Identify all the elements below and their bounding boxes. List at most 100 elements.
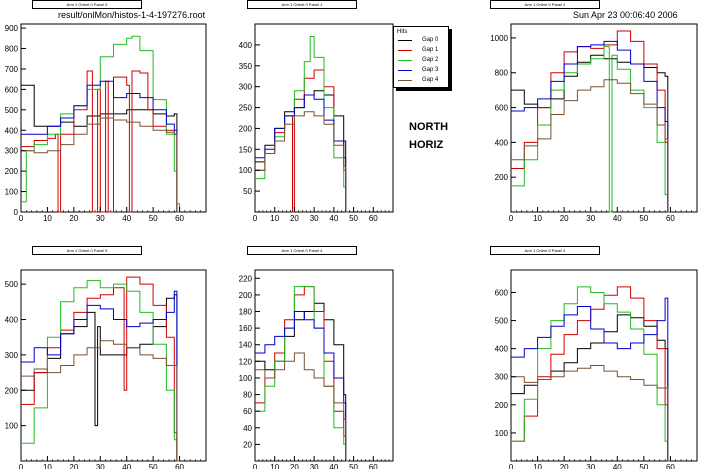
y-tick-label: 300 [495, 373, 509, 382]
legend-swatch [398, 80, 412, 81]
region-label-north: NORTH [409, 121, 449, 133]
x-tick-label: 0 [509, 463, 514, 469]
y-tick-label: 300 [239, 83, 253, 92]
y-tick-label: 600 [495, 288, 509, 297]
x-tick-label: 50 [349, 463, 358, 469]
series-line [511, 286, 671, 462]
legend-entry: Gap 0 [396, 35, 446, 45]
y-tick-label: 160 [239, 324, 253, 333]
legend-entry: Gap 3 [396, 65, 446, 75]
y-tick-label: 100 [495, 429, 509, 438]
y-tick-label: 1000 [490, 34, 508, 43]
y-tick-label: 180 [239, 308, 253, 317]
legend-label: Gap 1 [422, 47, 439, 53]
y-tick-label: 500 [495, 317, 509, 326]
panel-title-2: Arm 1 Orient 0 Panel 2 [490, 0, 600, 9]
series-line [255, 311, 348, 462]
x-tick-label: 20 [560, 214, 569, 223]
series-line [21, 280, 180, 462]
y-tick-label: 250 [239, 104, 253, 113]
x-tick-label: 10 [270, 463, 279, 469]
legend-title: Hits [397, 29, 408, 35]
y-tick-label: 80 [243, 391, 252, 400]
y-tick-label: 500 [5, 280, 19, 289]
x-tick-label: 20 [560, 463, 569, 469]
y-tick-label: 20 [243, 440, 252, 449]
x-tick-label: 50 [149, 463, 158, 469]
y-tick-label: 700 [5, 65, 19, 74]
y-tick-label: 220 [239, 274, 253, 283]
y-tick-label: 600 [495, 104, 509, 113]
x-tick-label: 60 [666, 463, 675, 469]
panel-3: 0 10 20 30 40 50 60 100 200 300 400 500 [5, 269, 207, 469]
x-tick-label: 10 [533, 463, 542, 469]
legend-swatch [398, 70, 412, 71]
series-line [21, 70, 180, 213]
series-line [511, 40, 671, 213]
panel-1: 0 10 20 30 40 50 60 50 100 150 200 250 300 350 400 [239, 23, 394, 223]
y-tick-label: 0 [14, 208, 19, 217]
y-tick-label: 900 [5, 24, 19, 33]
x-tick-label: 60 [369, 463, 378, 469]
panel-4: 0 10 20 30 40 50 60 20 40 60 80 100 120 140 160 180 200 2… [239, 269, 394, 469]
y-tick-label: 400 [5, 126, 19, 135]
x-tick-label: 30 [96, 463, 105, 469]
x-tick-label: 60 [175, 463, 184, 469]
timestamp-label: Sun Apr 23 00:06:40 2006 [573, 10, 678, 20]
panel-title-4: Arm 1 Orient 0 Panel 4 [247, 246, 357, 255]
y-tick-label: 800 [495, 69, 509, 78]
y-tick-label: 200 [495, 173, 509, 182]
y-tick-label: 100 [5, 422, 19, 431]
x-tick-label: 50 [349, 214, 358, 223]
x-tick-label: 60 [369, 214, 378, 223]
panel-0: 0 10 20 30 40 50 60010020030040050060070080090… [5, 23, 207, 223]
series-line [511, 297, 671, 462]
y-tick-label: 100 [5, 188, 19, 197]
legend-label: Gap 0 [422, 37, 439, 43]
series-line [21, 117, 180, 213]
panel-title-5: Arm 1 Orient 0 Panel 3 [490, 246, 600, 255]
legend-box: Hits Gap 0 Gap 1 Gap 2 Gap 3 Gap 4 [393, 26, 449, 88]
y-tick-label: 200 [5, 386, 19, 395]
region-label-horiz: HORIZ [409, 139, 444, 151]
x-tick-label: 20 [290, 463, 299, 469]
y-tick-label: 60 [243, 407, 252, 416]
x-tick-label: 40 [329, 463, 338, 469]
y-tick-label: 400 [5, 316, 19, 325]
y-tick-label: 800 [5, 45, 19, 54]
x-tick-label: 0 [509, 214, 514, 223]
x-tick-label: 40 [122, 463, 131, 469]
legend-label: Gap 3 [422, 67, 439, 73]
series-line [21, 80, 180, 213]
y-tick-label: 50 [243, 187, 252, 196]
file-name-label: result/onlMon/histos-1-4-197276.root [58, 10, 206, 20]
series-line [255, 111, 348, 213]
y-tick-label: 400 [495, 345, 509, 354]
x-tick-label: 40 [613, 214, 622, 223]
y-tick-label: 500 [5, 106, 19, 115]
y-tick-label: 150 [239, 145, 253, 154]
y-tick-label: 200 [239, 291, 253, 300]
panel-2: 0 10 20 30 40 50 60 200 400 600 800 1000 [490, 23, 698, 223]
x-tick-label: 30 [310, 463, 319, 469]
y-tick-label: 400 [239, 41, 253, 50]
y-tick-label: 100 [239, 374, 253, 383]
x-tick-label: 50 [639, 214, 648, 223]
y-tick-label: 100 [239, 166, 253, 175]
x-tick-label: 30 [96, 214, 105, 223]
panel-5: 0 10 20 30 40 50 60 100 200 300 400 500 600 [495, 269, 698, 469]
legend-label: Gap 4 [422, 77, 439, 83]
x-tick-label: 10 [533, 214, 542, 223]
y-tick-label: 300 [5, 351, 19, 360]
series-line [21, 35, 181, 212]
x-tick-label: 0 [253, 214, 258, 223]
x-tick-label: 0 [253, 463, 258, 469]
y-tick-label: 350 [239, 62, 253, 71]
series-line [21, 294, 180, 462]
x-tick-label: 60 [175, 214, 184, 223]
x-tick-label: 60 [666, 214, 675, 223]
legend-swatch [398, 60, 412, 61]
panel-title-3: Arm 1 Orient 0 Panel 5 [32, 246, 142, 255]
plot-frame [20, 269, 207, 462]
